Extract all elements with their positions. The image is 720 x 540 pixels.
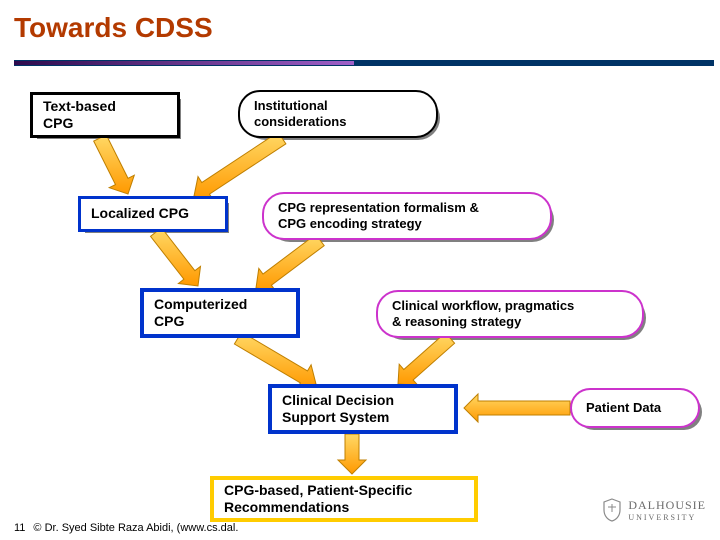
logo-text: DALHOUSIE [628, 498, 706, 513]
title-rule [14, 60, 714, 66]
label: Text-basedCPG [43, 98, 116, 133]
shield-icon [602, 498, 622, 522]
label: CPG-based, Patient-SpecificRecommendatio… [224, 482, 412, 517]
label: Patient Data [586, 400, 661, 416]
box-cdss: Clinical DecisionSupport System [268, 384, 458, 434]
label: Institutionalconsiderations [254, 98, 346, 131]
arrows-layer [0, 0, 720, 540]
pill-institutional: Institutionalconsiderations [238, 90, 438, 138]
page-number: 11 [14, 522, 25, 534]
box-text_cpg: Text-basedCPG [30, 92, 180, 138]
slide-footer: 11 © Dr. Syed Sibte Raza Abidi, (www.cs.… [14, 522, 238, 534]
pill-workflow: Clinical workflow, pragmatics& reasoning… [376, 290, 644, 338]
label: Clinical DecisionSupport System [282, 392, 394, 427]
label: Clinical workflow, pragmatics& reasoning… [392, 298, 574, 331]
box-recs: CPG-based, Patient-SpecificRecommendatio… [210, 476, 478, 522]
pill-patient: Patient Data [570, 388, 700, 428]
label: Localized CPG [91, 205, 189, 223]
slide-title: Towards CDSS [14, 12, 213, 44]
pill-representation: CPG representation formalism &CPG encodi… [262, 192, 552, 240]
box-computerized: ComputerizedCPG [140, 288, 300, 338]
label: ComputerizedCPG [154, 296, 247, 331]
title-rule-gradient [14, 61, 354, 65]
footer-text: © Dr. Syed Sibte Raza Abidi, (www.cs.dal… [33, 522, 238, 534]
logo-subtext: UNIVERSITY [628, 513, 706, 522]
box-localized: Localized CPG [78, 196, 228, 232]
dalhousie-logo: DALHOUSIE UNIVERSITY [602, 498, 706, 522]
label: CPG representation formalism &CPG encodi… [278, 200, 479, 233]
